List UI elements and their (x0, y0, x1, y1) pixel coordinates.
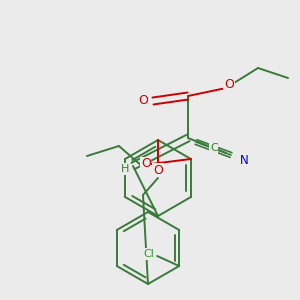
Text: O: O (141, 158, 151, 170)
Text: Cl: Cl (144, 249, 154, 259)
Text: C: C (210, 143, 218, 153)
Text: H: H (121, 164, 129, 174)
Text: O: O (224, 79, 234, 92)
Text: O: O (153, 164, 163, 176)
Text: N: N (240, 154, 248, 166)
Text: O: O (138, 94, 148, 107)
